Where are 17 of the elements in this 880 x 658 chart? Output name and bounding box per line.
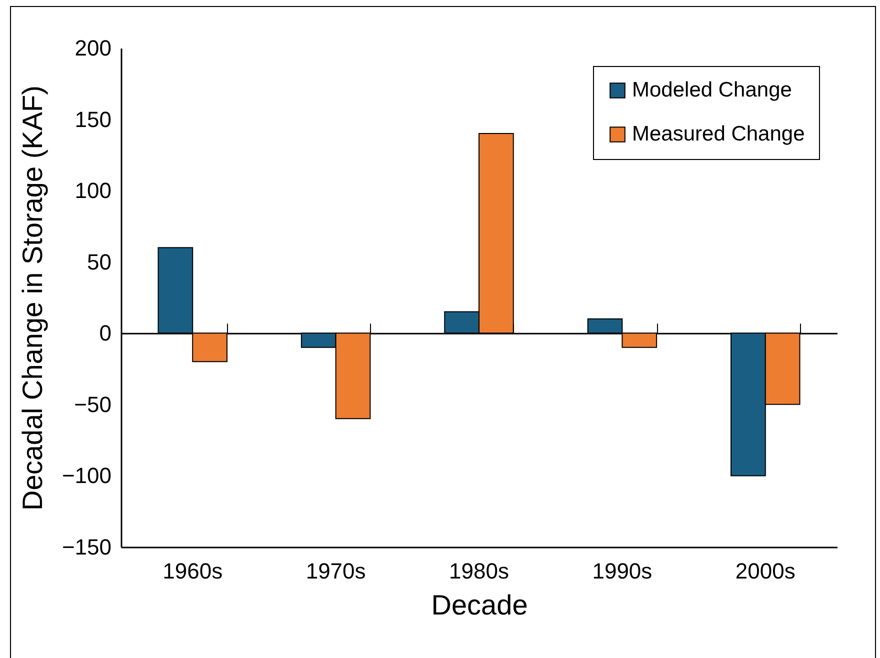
y-tick-label: −100 [62, 463, 112, 488]
y-tick-label: −50 [74, 392, 112, 417]
x-tick-label: 2000s [735, 558, 796, 584]
y-tick-label: 0 [99, 320, 112, 346]
y-tick-label: 200 [74, 36, 112, 60]
x-tick-label: 1980s [449, 558, 509, 584]
x-tick-label: 1970s [306, 558, 366, 584]
y-tick-label: 50 [87, 249, 112, 274]
y-tick-label: 150 [74, 106, 112, 132]
x-tick-label: 1990s [592, 558, 652, 584]
y-tick-label: 100 [74, 178, 112, 204]
legend-label: Modeled Change [632, 78, 792, 102]
y-tick-label: −150 [62, 534, 112, 560]
x-tick-label: 1960s [162, 558, 223, 584]
legend-label: Measured Change [632, 122, 805, 146]
y-axis-title: Decadal Change in Storage (KAF) [16, 86, 48, 510]
x-axis-title: Decade [431, 590, 528, 620]
